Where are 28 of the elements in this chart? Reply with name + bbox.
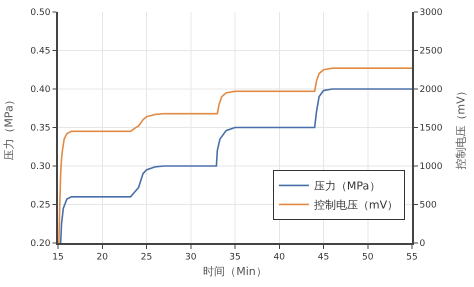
y2-tick-label: 2500 [420,46,443,57]
y2-tick-label: 2000 [420,85,443,96]
y-tick-label: 0.30 [30,162,51,172]
x-tick-label: 30 [185,252,197,263]
x-tick-label: 35 [229,252,241,263]
x-tick-label: 45 [318,252,330,263]
legend-label: 压力（MPa） [314,180,380,193]
x-tick-label: 55 [406,252,418,263]
y2-axis-title: 控制电压（mV） [454,85,468,170]
y2-tick-label: 500 [420,200,437,211]
y-tick-label: 0.40 [30,85,51,96]
x-axis-title: 时间（Min） [203,265,267,278]
y-tick-label: 0.25 [30,200,50,211]
y-tick-label: 0.50 [30,8,51,18]
x-tick-label: 50 [362,252,374,263]
x-tick-label: 40 [274,252,286,263]
y-tick-label: 0.35 [30,124,50,134]
legend-label: 控制电压（mV） [314,198,398,212]
y-axis-title: 压力（MPa） [2,94,16,161]
y2-tick-label: 0 [420,239,426,250]
x-tick-label: 25 [140,252,152,263]
x-tick-label: 20 [96,252,108,263]
y-tick-label: 0.20 [30,239,51,250]
x-tick-label: 15 [52,252,64,263]
y-tick-label: 0.45 [30,46,50,57]
y2-tick-label: 1500 [420,124,443,134]
y2-tick-label: 1000 [420,162,443,172]
y2-tick-label: 3000 [420,8,443,18]
